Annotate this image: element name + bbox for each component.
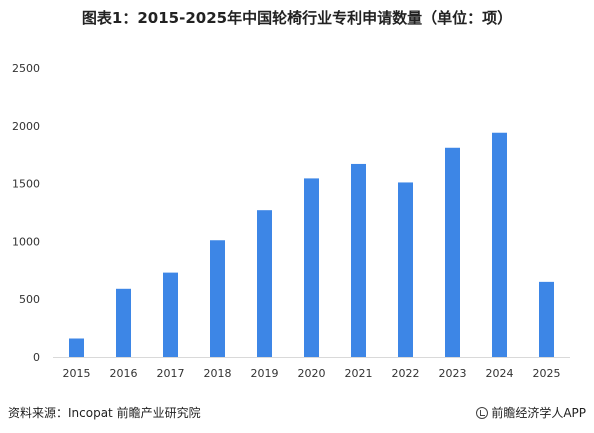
bar-2022: [398, 182, 413, 357]
y-tick-label: 500: [19, 293, 40, 306]
y-tick-label: 0: [33, 351, 40, 364]
x-tick-label: 2017: [157, 367, 185, 380]
x-tick-label: 2023: [439, 367, 467, 380]
bar-2019: [257, 210, 272, 357]
y-tick-label: 2500: [12, 62, 40, 75]
y-tick-label: 1000: [12, 235, 40, 248]
x-tick-label: 2024: [486, 367, 514, 380]
x-tick-label: 2025: [533, 367, 561, 380]
bar-2015: [69, 338, 84, 357]
bar-2020: [304, 178, 319, 357]
x-tick-label: 2018: [204, 367, 232, 380]
x-tick-label: 2022: [392, 367, 420, 380]
x-tick-label: 2016: [110, 367, 138, 380]
bar-2016: [116, 288, 131, 357]
brand-label: 前瞻经济学人APP: [491, 406, 586, 420]
x-tick-label: 2021: [345, 367, 373, 380]
x-tick-label: 2019: [251, 367, 279, 380]
x-axis-ticks: 2015 2016 2017 2018 2019 2020 2021 2022 2023 2024…: [63, 367, 561, 380]
x-tick-label: 2015: [63, 367, 91, 380]
bar-2017: [163, 272, 178, 357]
bars: [69, 132, 554, 357]
y-tick-label: 1500: [12, 178, 40, 191]
x-tick-label: 2020: [298, 367, 326, 380]
bar-2023: [445, 147, 460, 357]
y-axis-ticks: 0 500 1000 1500 2000 2500: [12, 62, 40, 364]
source-note: 资料来源：Incopat 前瞻产业研究院: [8, 406, 201, 420]
brand-credit: 前瞻经济学人APP: [476, 404, 586, 421]
bar-2025: [539, 281, 554, 357]
bar-2018: [210, 240, 225, 357]
bar-2021: [351, 163, 366, 357]
y-tick-label: 2000: [12, 120, 40, 133]
bar-2024: [492, 132, 507, 357]
qianzhan-logo-icon: [476, 406, 489, 419]
chart-title: 图表1：2015-2025年中国轮椅行业专利申请数量（单位：项）: [81, 9, 513, 27]
